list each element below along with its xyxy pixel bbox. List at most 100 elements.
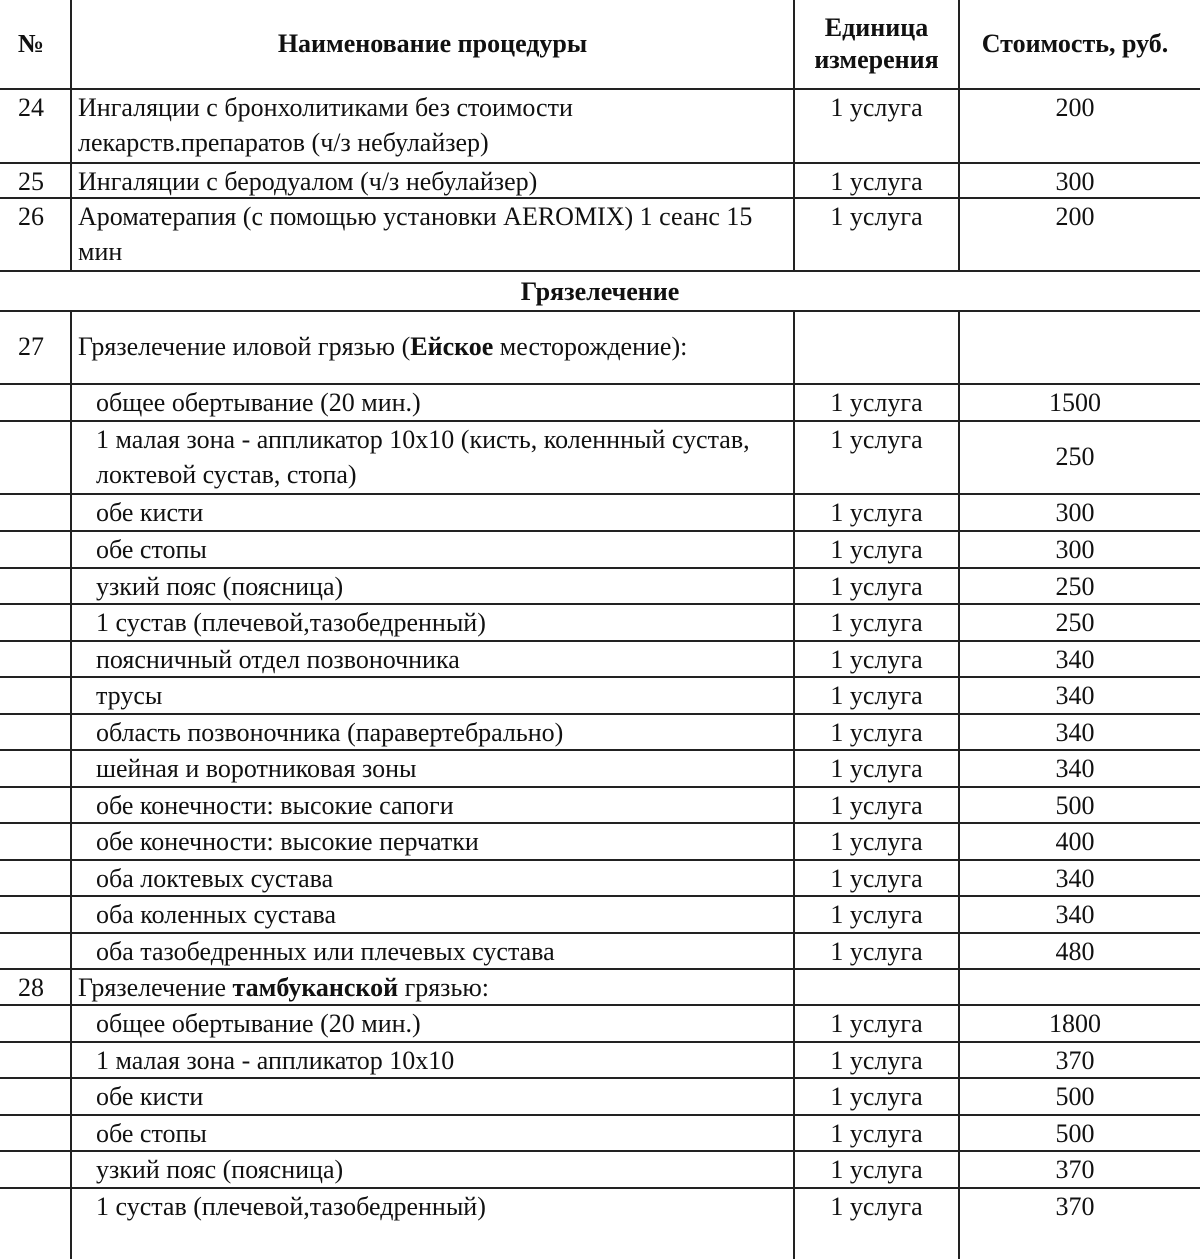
price: 480 [1055, 937, 1095, 966]
table-row: общее обертывание (20 мин.) 1 услуга 1800 [0, 1004, 1200, 1043]
row-number [0, 1114, 72, 1150]
row-number [0, 932, 72, 968]
unit-of-measure: 1 услуга [795, 493, 960, 530]
procedure-name: обе конечности: высокие перчатки [72, 822, 795, 859]
header-unit: Единица измерения [795, 0, 960, 88]
price: 340 [1055, 754, 1095, 783]
table-row: узкий пояс (поясница) 1 услуга 250 [0, 567, 1200, 605]
row-number [0, 713, 72, 749]
procedure-name: область позвоночника (паравертебрально) [72, 713, 795, 749]
section-header-row: Грязелечение [0, 270, 1200, 312]
procedure-name-bold: Ейское [410, 332, 494, 361]
table-row: 1 сустав (плечевой,тазобедренный) 1 услуг… [0, 1187, 1200, 1259]
price: 250 [1055, 608, 1095, 637]
price: 340 [1055, 864, 1095, 893]
header-procedure-name: Наименование процедуры [72, 0, 795, 88]
row-number [0, 567, 72, 603]
price: 500 [1055, 791, 1095, 820]
table-header: № Наименование процедуры Единица измерен… [0, 0, 1200, 90]
row-number [0, 822, 72, 859]
table-row: обе кисти 1 услуга 500 [0, 1077, 1200, 1116]
unit-of-measure: 1 услуга [795, 822, 960, 859]
procedure-name: узкий пояс (поясница) [72, 567, 795, 603]
price: 200 [1055, 93, 1095, 122]
procedure-name: оба коленных сустава [72, 895, 795, 932]
table-row: обе стопы 1 услуга 500 [0, 1114, 1200, 1152]
unit-of-measure [795, 968, 960, 1004]
procedure-name: 1 сустав (плечевой,тазобедренный) [72, 1187, 795, 1259]
procedure-name: оба тазобедренных или плечевых сустава [72, 932, 795, 968]
procedure-name: Ингаляции с беродуалом (ч/з небулайзер) [72, 162, 795, 197]
procedure-name: Ингаляции с бронхолитиками без стоимости… [72, 88, 795, 162]
unit-of-measure: 1 услуга [795, 932, 960, 968]
table-row: 1 малая зона - аппликатор 10х10 (кисть, … [0, 420, 1200, 495]
table-row: 1 сустав (плечевой,тазобедренный) 1 услуг… [0, 603, 1200, 642]
price: 340 [1055, 645, 1095, 674]
unit-of-measure: 1 услуга [795, 567, 960, 603]
header-number: № [0, 0, 72, 88]
unit-of-measure: 1 услуга [795, 640, 960, 676]
table-row: трусы 1 услуга 340 [0, 676, 1200, 715]
unit-of-measure: 1 услуга [795, 88, 960, 162]
row-number [0, 1150, 72, 1187]
row-number [0, 859, 72, 895]
table-row: 28 Грязелечение тамбуканской грязью: [0, 968, 1200, 1006]
unit-of-measure: 1 услуга [795, 603, 960, 640]
table-row: поясничный отдел позвоночника 1 услуга 340 [0, 640, 1200, 678]
price: 500 [1055, 1119, 1095, 1148]
row-number [0, 786, 72, 822]
procedure-name: обе конечности: высокие сапоги [72, 786, 795, 822]
price: 300 [1055, 498, 1095, 527]
procedure-name: обе кисти [72, 493, 795, 530]
procedure-name: общее обертывание (20 мин.) [72, 1004, 795, 1041]
price: 250 [1055, 572, 1095, 601]
procedure-name: шейная и воротниковая зоны [72, 749, 795, 786]
row-number [0, 420, 72, 493]
price [960, 310, 1200, 383]
table-row: обе конечности: высокие сапоги 1 услуга 50… [0, 786, 1200, 824]
row-number [0, 383, 72, 420]
row-number: 28 [0, 968, 72, 1004]
unit-of-measure: 1 услуга [795, 713, 960, 749]
procedure-name-part: Грязелечение иловой грязью ( [78, 332, 411, 361]
price: 340 [1055, 900, 1095, 929]
row-number [0, 1041, 72, 1077]
table-row: шейная и воротниковая зоны 1 услуга 340 [0, 749, 1200, 788]
table-row: оба локтевых сустава 1 услуга 340 [0, 859, 1200, 897]
procedure-name: 1 малая зона - аппликатор 10х10 [72, 1041, 795, 1077]
price: 400 [1055, 827, 1095, 856]
table-row: 26 Ароматерапия (с помощью установки AERO… [0, 197, 1200, 272]
unit-of-measure [795, 310, 960, 383]
table-row: 27 Грязелечение иловой грязью (Ейское мес… [0, 310, 1200, 385]
row-number [0, 493, 72, 530]
unit-of-measure: 1 услуга [795, 786, 960, 822]
procedure-name-part: месторождение): [493, 332, 688, 361]
price: 200 [1055, 202, 1095, 231]
price [960, 968, 1200, 1004]
price: 1500 [1049, 388, 1101, 417]
unit-of-measure: 1 услуга [795, 1187, 960, 1259]
table-row: общее обертывание (20 мин.) 1 услуга 1500 [0, 383, 1200, 422]
price: 370 [1055, 1192, 1095, 1221]
section-title: Грязелечение [520, 277, 680, 306]
row-number [0, 1077, 72, 1114]
price: 300 [1055, 167, 1095, 196]
procedure-name-text: Грязелечение тамбуканской грязью: [78, 973, 489, 1002]
unit-of-measure: 1 услуга [795, 1041, 960, 1077]
unit-of-measure: 1 услуга [795, 162, 960, 197]
row-number [0, 603, 72, 640]
unit-of-measure: 1 услуга [795, 859, 960, 895]
unit-of-measure: 1 услуга [795, 749, 960, 786]
row-number [0, 1004, 72, 1041]
table-row: обе стопы 1 услуга 300 [0, 530, 1200, 569]
procedure-name: 1 сустав (плечевой,тазобедренный) [72, 603, 795, 640]
procedure-name: Грязелечение иловой грязью (Ейское место… [72, 310, 795, 383]
procedure-name-bold: тамбуканской [232, 973, 399, 1002]
table-row: оба тазобедренных или плечевых сустава 1 … [0, 932, 1200, 970]
procedure-name: Ароматерапия (с помощью установки AEROMI… [72, 197, 795, 270]
procedure-name: общее обертывание (20 мин.) [72, 383, 795, 420]
unit-of-measure: 1 услуга [795, 676, 960, 713]
procedure-name: Грязелечение тамбуканской грязью: [72, 968, 795, 1004]
price: 370 [1055, 1046, 1095, 1075]
procedure-name-part: Грязелечение [78, 973, 233, 1002]
